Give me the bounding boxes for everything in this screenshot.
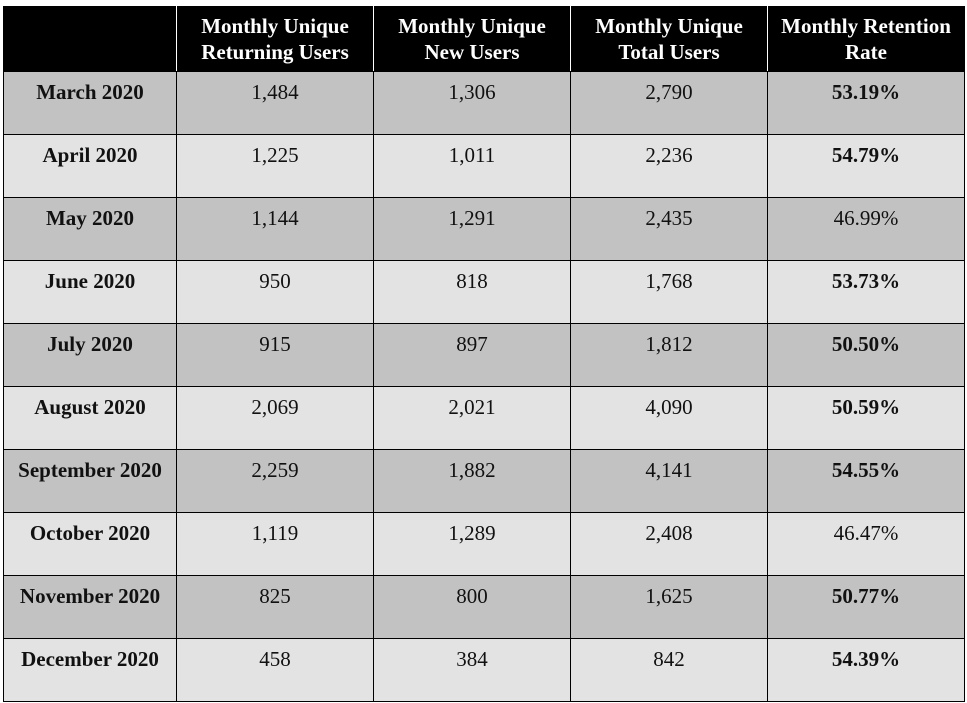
returning-users-cell: 1,225 xyxy=(176,134,374,198)
new-users-cell: 1,882 xyxy=(373,449,571,513)
retention-rate-cell: 46.47% xyxy=(767,512,965,576)
table-row: June 2020 950 818 1,768 53.73% xyxy=(3,260,965,324)
retention-rate-cell: 53.19% xyxy=(767,71,965,135)
retention-rate-cell: 50.59% xyxy=(767,386,965,450)
month-cell: July 2020 xyxy=(3,323,177,387)
returning-users-cell: 2,069 xyxy=(176,386,374,450)
month-cell: June 2020 xyxy=(3,260,177,324)
table-row: May 2020 1,144 1,291 2,435 46.99% xyxy=(3,197,965,261)
returning-users-cell: 1,119 xyxy=(176,512,374,576)
new-users-cell: 800 xyxy=(373,575,571,639)
new-users-cell: 1,011 xyxy=(373,134,571,198)
returning-users-cell: 458 xyxy=(176,638,374,702)
month-cell: April 2020 xyxy=(3,134,177,198)
month-cell: May 2020 xyxy=(3,197,177,261)
month-cell: March 2020 xyxy=(3,71,177,135)
table-row: March 2020 1,484 1,306 2,790 53.19% xyxy=(3,71,965,135)
month-cell: August 2020 xyxy=(3,386,177,450)
retention-table-container: Monthly Unique Returning Users Monthly U… xyxy=(3,6,965,702)
header-row: Monthly Unique Returning Users Monthly U… xyxy=(3,6,965,72)
total-users-cell: 4,141 xyxy=(570,449,768,513)
header-returning-line2: Returning Users xyxy=(201,40,349,64)
header-rate-line1: Monthly Retention xyxy=(781,14,951,38)
new-users-cell: 1,289 xyxy=(373,512,571,576)
returning-users-cell: 1,144 xyxy=(176,197,374,261)
total-users-cell: 2,790 xyxy=(570,71,768,135)
returning-users-cell: 2,259 xyxy=(176,449,374,513)
header-rate-line2: Rate xyxy=(845,40,887,64)
retention-rate-cell: 54.39% xyxy=(767,638,965,702)
total-users-cell: 4,090 xyxy=(570,386,768,450)
returning-users-cell: 950 xyxy=(176,260,374,324)
header-returning-users: Monthly Unique Returning Users xyxy=(176,6,374,72)
table-row: November 2020 825 800 1,625 50.77% xyxy=(3,575,965,639)
header-total-users: Monthly Unique Total Users xyxy=(570,6,768,72)
user-retention-table: Monthly Unique Returning Users Monthly U… xyxy=(3,6,965,702)
header-new-line2: New Users xyxy=(424,40,520,64)
new-users-cell: 1,306 xyxy=(373,71,571,135)
returning-users-cell: 915 xyxy=(176,323,374,387)
header-new-line1: Monthly Unique xyxy=(398,14,546,38)
table-row: August 2020 2,069 2,021 4,090 50.59% xyxy=(3,386,965,450)
new-users-cell: 1,291 xyxy=(373,197,571,261)
retention-rate-cell: 54.79% xyxy=(767,134,965,198)
table-body: March 2020 1,484 1,306 2,790 53.19% Apri… xyxy=(3,71,965,702)
total-users-cell: 1,768 xyxy=(570,260,768,324)
header-total-line2: Total Users xyxy=(618,40,720,64)
retention-rate-cell: 53.73% xyxy=(767,260,965,324)
table-row: July 2020 915 897 1,812 50.50% xyxy=(3,323,965,387)
returning-users-cell: 1,484 xyxy=(176,71,374,135)
table-row: December 2020 458 384 842 54.39% xyxy=(3,638,965,702)
total-users-cell: 1,625 xyxy=(570,575,768,639)
month-cell: November 2020 xyxy=(3,575,177,639)
header-retention-rate: Monthly Retention Rate xyxy=(767,6,965,72)
month-cell: September 2020 xyxy=(3,449,177,513)
table-row: September 2020 2,259 1,882 4,141 54.55% xyxy=(3,449,965,513)
retention-rate-cell: 50.77% xyxy=(767,575,965,639)
header-month-corner xyxy=(3,6,177,72)
table-row: October 2020 1,119 1,289 2,408 46.47% xyxy=(3,512,965,576)
retention-rate-cell: 54.55% xyxy=(767,449,965,513)
new-users-cell: 897 xyxy=(373,323,571,387)
month-cell: October 2020 xyxy=(3,512,177,576)
new-users-cell: 2,021 xyxy=(373,386,571,450)
header-returning-line1: Monthly Unique xyxy=(201,14,349,38)
new-users-cell: 384 xyxy=(373,638,571,702)
header-new-users: Monthly Unique New Users xyxy=(373,6,571,72)
returning-users-cell: 825 xyxy=(176,575,374,639)
new-users-cell: 818 xyxy=(373,260,571,324)
retention-rate-cell: 50.50% xyxy=(767,323,965,387)
total-users-cell: 2,408 xyxy=(570,512,768,576)
header-total-line1: Monthly Unique xyxy=(595,14,743,38)
table-row: April 2020 1,225 1,011 2,236 54.79% xyxy=(3,134,965,198)
total-users-cell: 2,435 xyxy=(570,197,768,261)
total-users-cell: 1,812 xyxy=(570,323,768,387)
month-cell: December 2020 xyxy=(3,638,177,702)
table-header: Monthly Unique Returning Users Monthly U… xyxy=(3,6,965,72)
retention-rate-cell: 46.99% xyxy=(767,197,965,261)
total-users-cell: 842 xyxy=(570,638,768,702)
total-users-cell: 2,236 xyxy=(570,134,768,198)
